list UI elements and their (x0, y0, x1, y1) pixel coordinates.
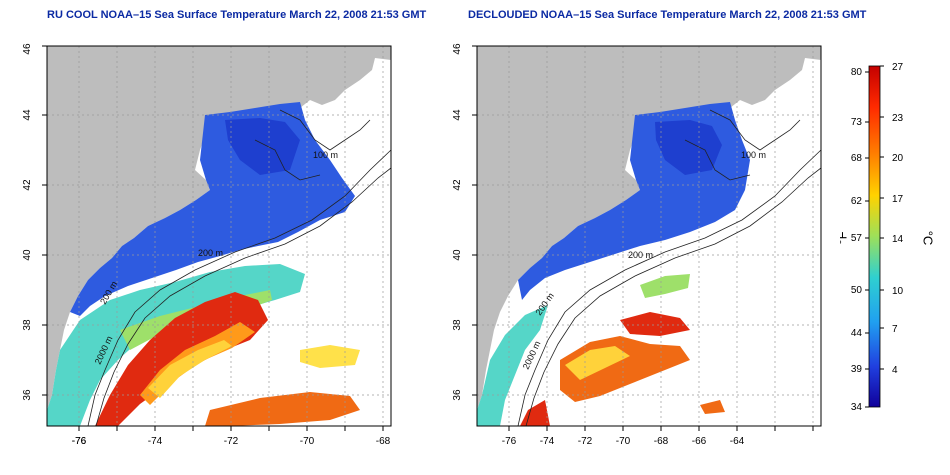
lat-tick-label: 46 (452, 43, 463, 55)
fahrenheit-tick: 73 (851, 117, 863, 128)
lat-tick-label: 38 (452, 319, 463, 331)
lat-tick-label: 44 (22, 109, 33, 121)
celsius-tick: 14 (892, 234, 904, 245)
land-mass (47, 46, 391, 410)
celsius-tick: 17 (892, 194, 904, 205)
lon-tick-label: -68 (376, 436, 391, 447)
panel1-map[interactable]: 100 m 200 m 200 m 2000 m -76 -74 -72 -70… (0, 0, 420, 475)
lon-tick-label: -76 (502, 436, 517, 447)
lat-tick-label: 46 (22, 43, 33, 55)
celsius-tick: 27 (892, 62, 904, 73)
lon-tick-label: -66 (692, 436, 707, 447)
mid-temperature-region (477, 305, 548, 426)
panel2-title: DECLOUDED NOAA–15 Sea Surface Temperatur… (468, 9, 867, 21)
fahrenheit-tick: 39 (851, 364, 863, 375)
lon-tick-label: -76 (72, 436, 87, 447)
fahrenheit-tick: 34 (851, 402, 863, 413)
land-mass (477, 46, 821, 410)
temperature-colorbar: 80 73 68 62 57 50 44 39 34 27 23 20 17 1… (840, 62, 936, 413)
lat-tick-label: 44 (452, 109, 463, 121)
lon-tick-label: -72 (578, 436, 593, 447)
fahrenheit-tick: 68 (851, 153, 863, 164)
lon-tick-label: -70 (300, 436, 315, 447)
fahrenheit-tick: 50 (851, 285, 863, 296)
contour-label: 100 m (741, 150, 766, 160)
fahrenheit-label: °F (840, 231, 850, 244)
lon-tick-label: -68 (654, 436, 669, 447)
lat-tick-label: 42 (22, 179, 33, 191)
lat-tick-label: 36 (22, 389, 33, 401)
lon-tick-label: -70 (616, 436, 631, 447)
lat-tick-label: 42 (452, 179, 463, 191)
celsius-tick: 23 (892, 113, 904, 124)
celsius-label: °C (921, 231, 936, 246)
contour-label: 200 m (628, 250, 653, 260)
fahrenheit-tick: 62 (851, 196, 863, 207)
panel2-map[interactable]: 100 m 200 m 200 m 2000 m -76 -74 -72 -70… (420, 0, 840, 475)
celsius-tick: 7 (892, 324, 898, 335)
fahrenheit-tick: 57 (851, 233, 863, 244)
lat-tick-label: 36 (452, 389, 463, 401)
contour-label: 200 m (198, 248, 223, 258)
lon-tick-label: -72 (224, 436, 239, 447)
lat-tick-label: 40 (452, 249, 463, 261)
contour-label: 100 m (313, 150, 338, 160)
lat-tick-label: 38 (22, 319, 33, 331)
lon-tick-label: -74 (148, 436, 163, 447)
celsius-tick: 20 (892, 153, 904, 164)
fahrenheit-tick: 44 (851, 328, 863, 339)
lon-tick-label: -74 (540, 436, 555, 447)
lat-tick-label: 40 (22, 249, 33, 261)
colorbar-gradient (868, 65, 881, 408)
celsius-tick: 4 (892, 365, 898, 376)
fahrenheit-tick: 80 (851, 67, 863, 78)
lon-tick-label: -76 (72, 436, 87, 447)
panel1-title: RU COOL NOAA–15 Sea Surface Temperature … (47, 9, 427, 21)
celsius-tick: 10 (892, 286, 904, 297)
lon-tick-label: -64 (730, 436, 745, 447)
